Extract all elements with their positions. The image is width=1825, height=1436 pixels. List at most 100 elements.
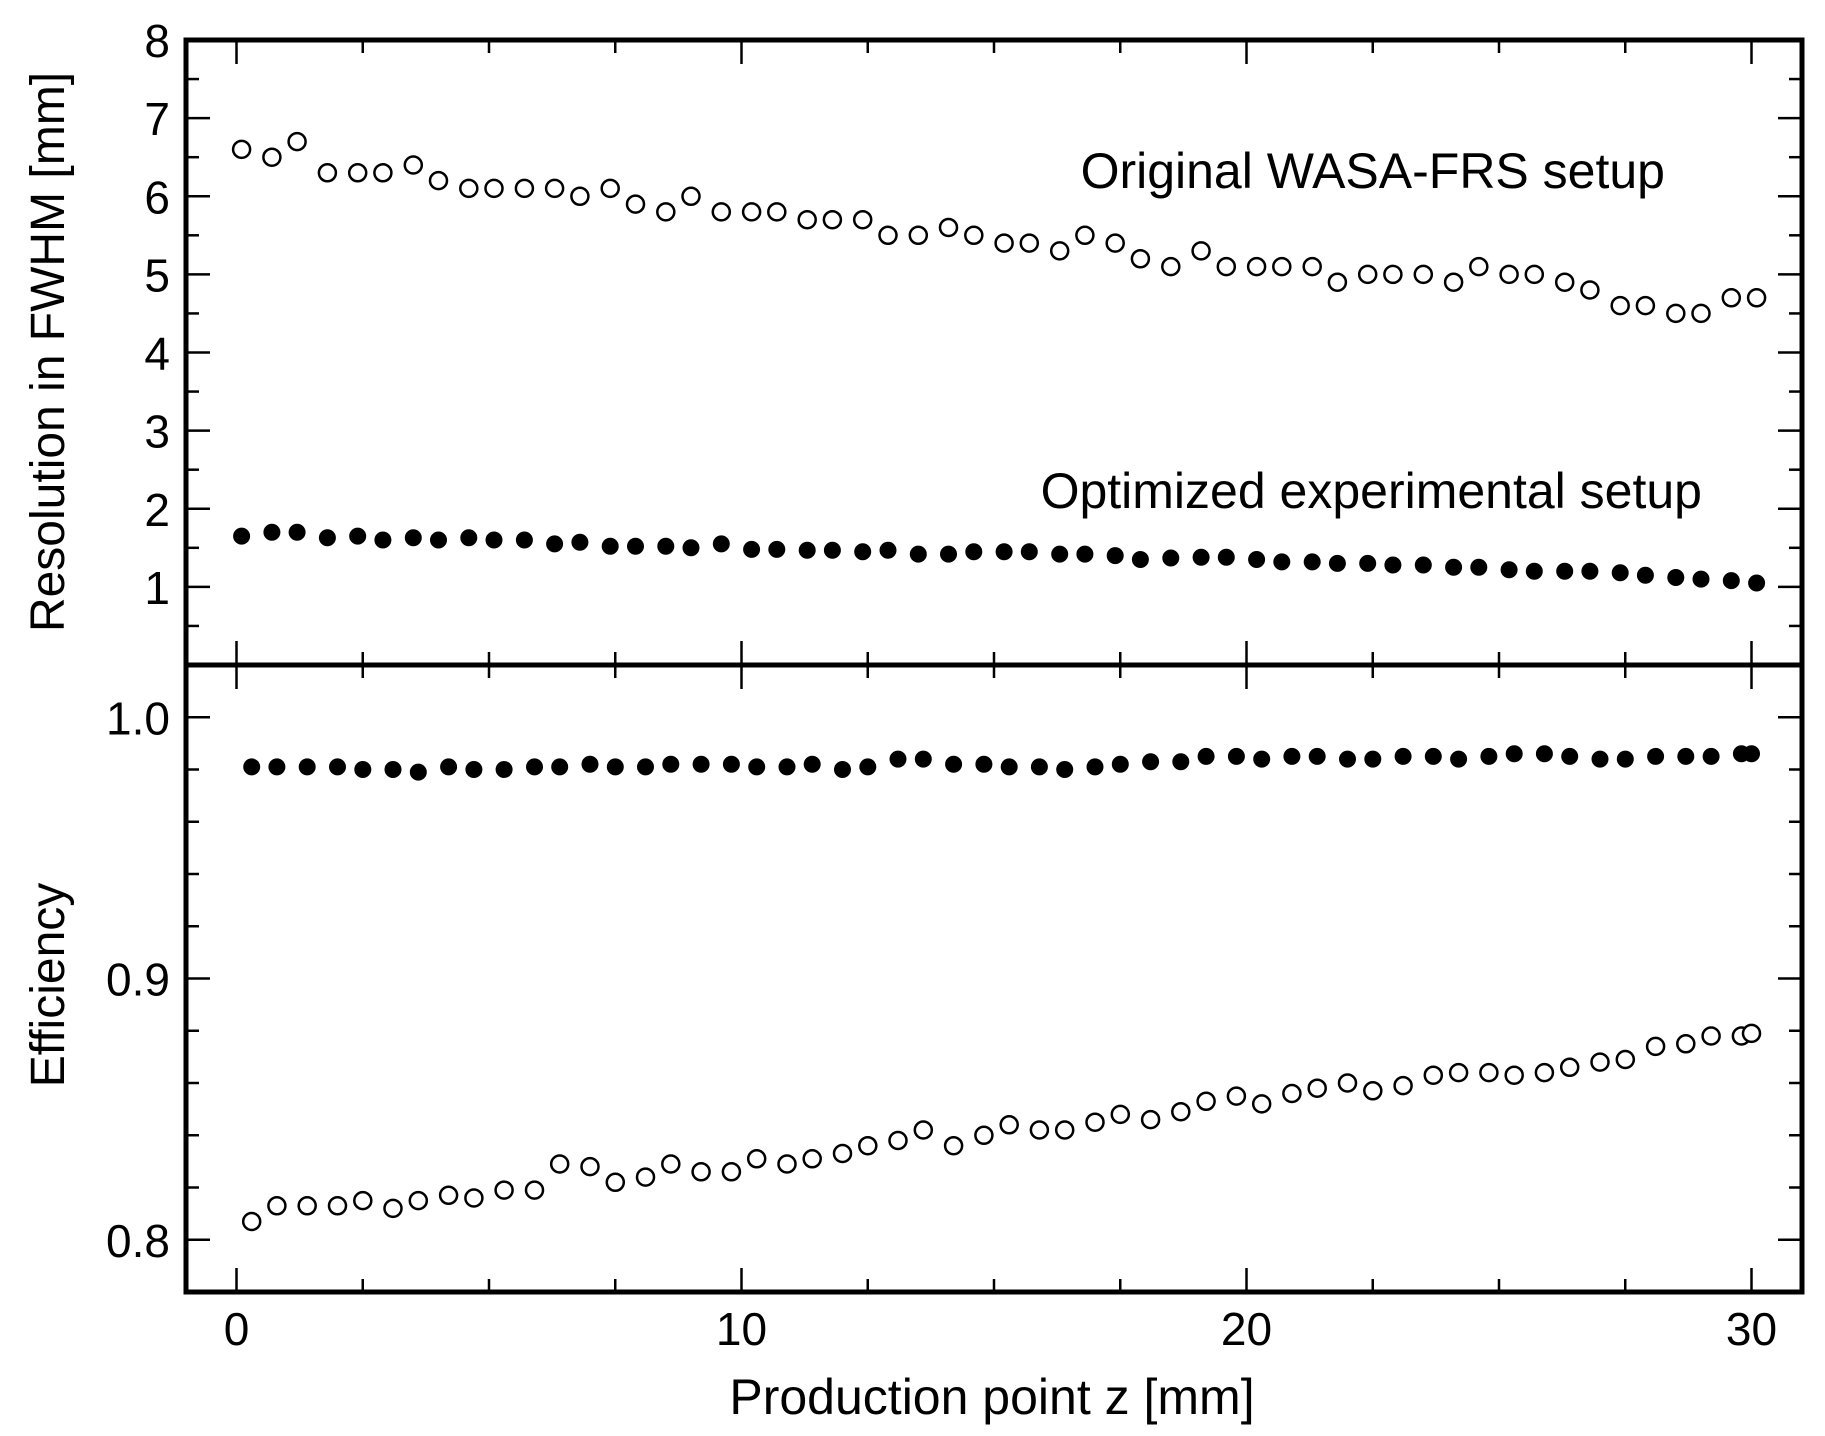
resolution-open-data-point <box>1499 264 1519 285</box>
resolution-filled-data-point <box>627 537 644 555</box>
resolution-open-data-point <box>1191 241 1211 261</box>
efficiency-open-data-point <box>999 1115 1019 1135</box>
resolution-filled-data-point <box>768 540 786 558</box>
efficiency-open-data-point <box>1676 1034 1696 1054</box>
resolution-open-data-point <box>1746 288 1767 308</box>
x-tick-label: 10 <box>716 1303 767 1355</box>
efficiency-filled-data-point <box>1505 745 1523 763</box>
x-tick-label: 0 <box>224 1303 250 1355</box>
top-y-tick-label: 8 <box>144 15 170 67</box>
resolution-open-data-point <box>1105 233 1125 253</box>
resolution-filled-data-point <box>712 535 730 553</box>
resolution-open-data-point <box>1246 256 1267 277</box>
efficiency-open-data-point <box>1559 1057 1580 1078</box>
efficiency-open-data-point <box>1615 1049 1636 1070</box>
resolution-filled-data-point <box>349 527 367 545</box>
resolution-filled-data-point <box>1328 554 1346 572</box>
resolution-filled-data-point <box>1525 562 1543 580</box>
resolution-open-data-point <box>878 225 898 246</box>
efficiency-filled-data-point <box>637 758 654 776</box>
efficiency-filled-data-point <box>1339 750 1356 768</box>
resolution-open-data-point <box>1580 280 1600 300</box>
resolution-open-data-point <box>1075 225 1095 246</box>
resolution-open-data-point <box>231 139 252 160</box>
efficiency-open-data-point <box>1110 1104 1131 1125</box>
resolution-open-data-point <box>1019 233 1040 253</box>
resolution-filled-data-point <box>374 531 392 549</box>
resolution-open-data-point <box>544 178 565 199</box>
top-tick-labels: 1 2 3 4 5 6 7 8 <box>144 15 170 614</box>
resolution-open-data-point <box>852 209 873 230</box>
efficiency-open-data-point <box>408 1190 429 1211</box>
efficiency-open-data-point <box>464 1188 484 1208</box>
efficiency-filled-data-point <box>1743 745 1760 763</box>
efficiency-filled-data-point <box>692 755 710 773</box>
bottom-tick-labels: 0.8 0.9 1.0 0 10 20 30 <box>106 692 1777 1355</box>
efficiency-open-data-point <box>327 1196 348 1216</box>
resolution-filled-data-point <box>485 531 503 549</box>
efficiency-open-data-point <box>524 1180 545 1200</box>
efficiency-filled-data-point <box>1227 747 1245 765</box>
bottom-y-axis-label: Efficiency <box>22 883 75 1088</box>
resolution-open-data-point <box>994 233 1014 253</box>
efficiency-open-data-point <box>832 1143 853 1164</box>
efficiency-open-data-point <box>1054 1120 1075 1140</box>
resolution-filled-data-point <box>546 535 564 553</box>
resolution-open-data-point <box>403 155 424 175</box>
resolution-filled-data-point <box>1692 570 1710 588</box>
efficiency-filled-data-point <box>1535 745 1553 763</box>
efficiency-filled-data-point <box>1283 747 1301 765</box>
resolution-filled-data-point <box>1470 558 1488 576</box>
resolution-filled-data-point <box>1192 548 1210 566</box>
efficiency-open-data-point <box>974 1125 994 1146</box>
efficiency-open-data-point <box>777 1154 797 1174</box>
bottom-data-points <box>241 745 1762 1232</box>
resolution-open-data-point <box>625 194 646 214</box>
efficiency-filled-data-point <box>1677 747 1695 765</box>
efficiency-filled-data-point <box>1030 758 1048 776</box>
efficiency-filled-data-point <box>1480 747 1498 765</box>
bottom-y-tick-label: 1.0 <box>106 692 170 744</box>
efficiency-filled-data-point <box>354 761 372 778</box>
efficiency-filled-data-point <box>243 758 261 776</box>
efficiency-filled-data-point <box>298 758 316 776</box>
resolution-filled-data-point <box>1581 562 1599 580</box>
top-y-tick-label: 1 <box>144 562 170 614</box>
efficiency-filled-data-point <box>1394 747 1412 765</box>
efficiency-open-data-point <box>1029 1120 1050 1140</box>
efficiency-filled-data-point <box>526 758 543 776</box>
efficiency-filled-data-point <box>859 758 877 776</box>
efficiency-filled-data-point <box>581 755 599 773</box>
resolution-filled-data-point <box>1500 561 1518 579</box>
efficiency-open-data-point <box>1534 1062 1555 1083</box>
resolution-open-data-point <box>656 202 676 222</box>
resolution-open-data-point <box>1413 264 1434 285</box>
efficiency-open-data-point <box>1448 1062 1469 1083</box>
resolution-filled-data-point <box>682 539 700 557</box>
efficiency-open-data-point <box>1590 1052 1610 1072</box>
efficiency-open-data-point <box>297 1196 317 1216</box>
resolution-filled-data-point <box>940 545 957 563</box>
efficiency-open-data-point <box>858 1135 878 1156</box>
efficiency-filled-data-point <box>465 761 483 778</box>
efficiency-open-data-point <box>1423 1065 1444 1085</box>
resolution-filled-data-point <box>854 543 872 561</box>
resolution-filled-data-point <box>571 533 589 551</box>
efficiency-filled-data-point <box>1364 750 1382 768</box>
resolution-filled-data-point <box>263 523 281 541</box>
efficiency-open-data-point <box>383 1198 403 1219</box>
efficiency-filled-data-point <box>975 755 993 773</box>
efficiency-open-data-point <box>1196 1091 1216 1112</box>
x-axis-label: Production point z [mm] <box>729 1369 1254 1425</box>
efficiency-open-data-point <box>1479 1062 1499 1083</box>
resolution-filled-data-point <box>823 541 841 559</box>
efficiency-filled-data-point <box>834 761 851 778</box>
efficiency-open-data-point <box>605 1172 626 1193</box>
resolution-open-data-point <box>1443 272 1464 292</box>
efficiency-filled-data-point <box>1616 750 1634 768</box>
top-y-tick-label: 7 <box>144 93 170 145</box>
efficiency-filled-data-point <box>1142 753 1160 771</box>
resolution-open-data-point <box>262 147 282 167</box>
resolution-filled-data-point <box>1131 551 1149 568</box>
